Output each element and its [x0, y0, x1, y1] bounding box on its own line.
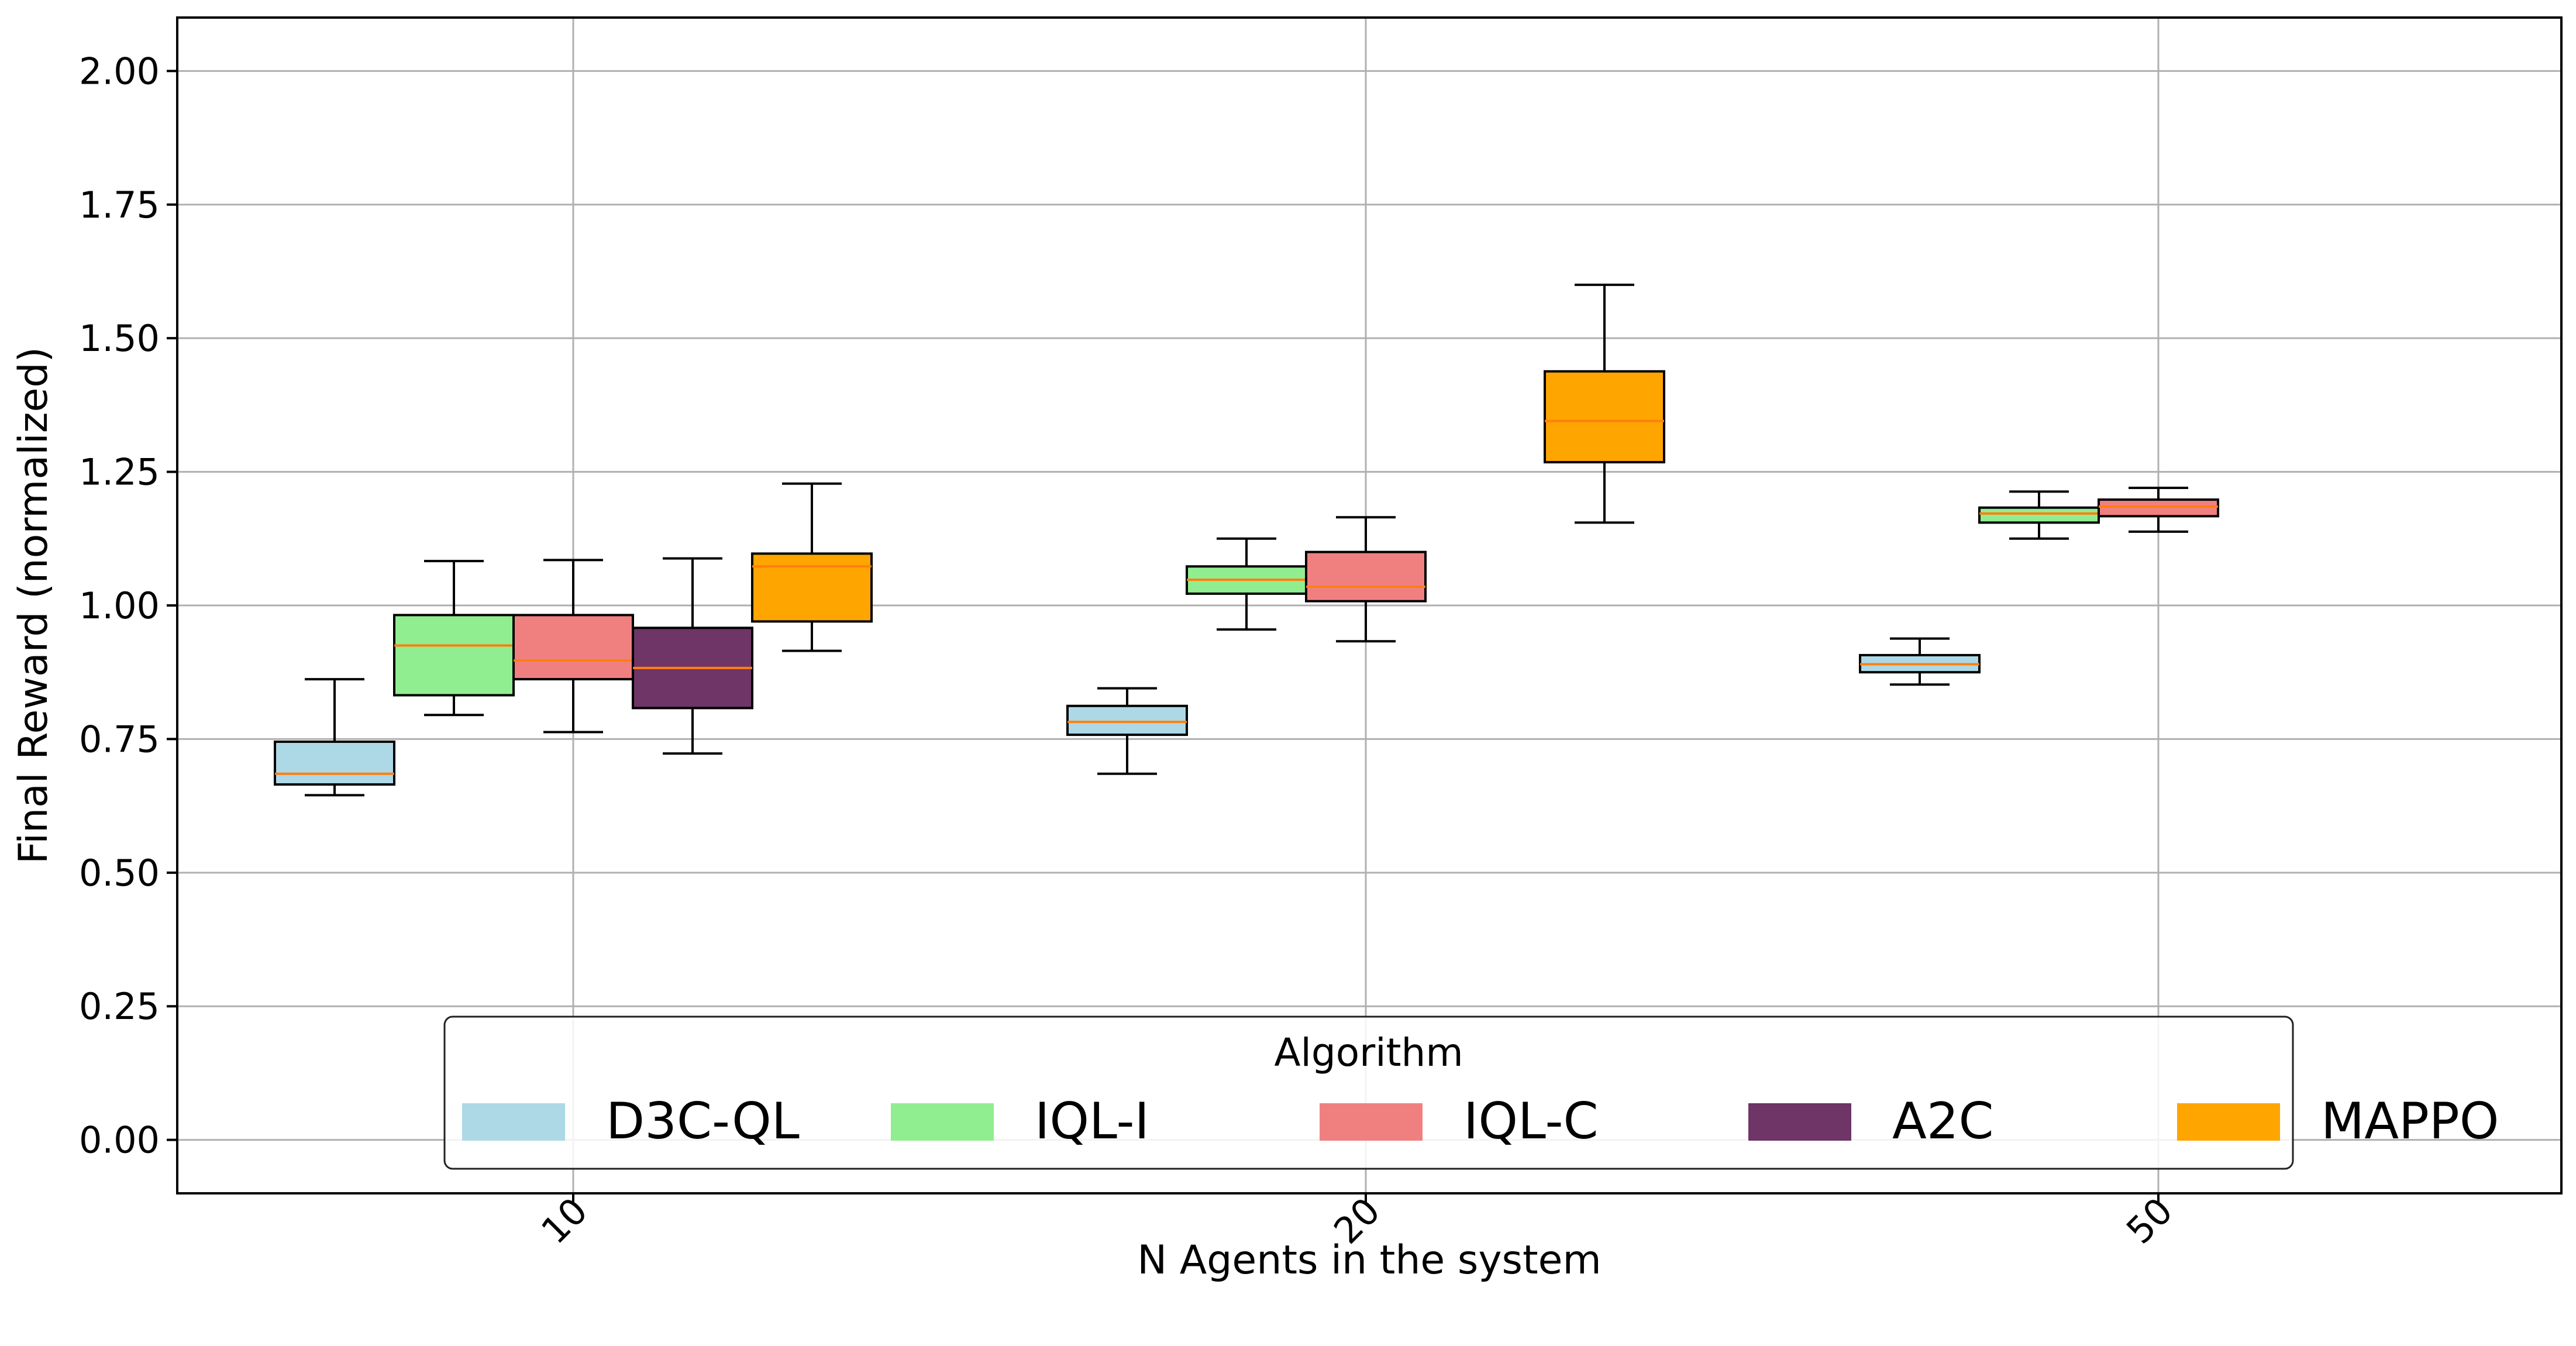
y-axis-label: Final Reward (normalized): [11, 347, 57, 864]
box-d3c-ql-50: [1859, 637, 1981, 686]
y-tick-label: 2.00: [79, 50, 160, 92]
legend-swatch: [891, 1103, 994, 1141]
legend-entry-d3c-ql: D3C-QL: [462, 1092, 800, 1151]
box-iql-i-20: [1186, 537, 1307, 631]
legend-label: A2C: [1892, 1092, 1994, 1151]
box-d3c-ql-10: [274, 678, 395, 797]
y-tick-label: 0.25: [79, 985, 160, 1028]
legend-swatch: [2177, 1103, 2280, 1141]
box-iql-c-20: [1305, 516, 1427, 643]
legend-entry-iql-i: IQL-I: [891, 1092, 1149, 1151]
box-body: [751, 552, 873, 623]
box-body: [1066, 704, 1188, 736]
legend-label: D3C-QL: [606, 1092, 800, 1151]
box-iql-i-50: [1978, 490, 2100, 540]
y-tick-label: 1.50: [79, 317, 160, 360]
legend-entry-a2c: A2C: [1748, 1092, 1994, 1151]
legend-label: MAPPO: [2321, 1092, 2499, 1151]
legend-swatch: [462, 1103, 565, 1141]
box-d3c-ql-20: [1066, 687, 1188, 775]
legend-label: IQL-I: [1035, 1092, 1149, 1151]
x-tick-label: 50: [2118, 1189, 2181, 1252]
grid-layer: [177, 18, 2561, 1193]
box-iql-c-50: [2098, 487, 2219, 533]
box-body: [1544, 370, 1665, 464]
x-tick-label: 10: [533, 1189, 595, 1252]
box-mappo-20: [1544, 283, 1665, 524]
legend-items: D3C-QL IQL-I IQL-C A2C MAPPO: [462, 1092, 2499, 1151]
y-tick-label: 1.25: [79, 451, 160, 494]
y-tick-label: 0.75: [79, 718, 160, 760]
legend: Algorithm D3C-QL IQL-I IQL-C A2C MAPPO: [443, 1015, 2499, 1170]
box-body: [393, 614, 515, 697]
y-tick-label: 1.75: [79, 184, 160, 226]
box-body: [274, 740, 395, 786]
legend-swatch: [1320, 1103, 1423, 1141]
legend-entry-mappo: MAPPO: [2177, 1092, 2499, 1151]
box-mappo-10: [751, 482, 873, 652]
legend-entry-iql-c: IQL-C: [1320, 1092, 1599, 1151]
box-body: [2098, 498, 2219, 518]
box-body: [1978, 506, 2100, 524]
legend-swatch: [1748, 1103, 1851, 1141]
y-tick-label: 1.00: [79, 584, 160, 627]
box-body: [512, 614, 634, 681]
legend-label: IQL-C: [1463, 1092, 1599, 1151]
x-axis-label: N Agents in the system: [1137, 1237, 1601, 1283]
box-layer: [274, 283, 2219, 797]
y-tick-label: 0.00: [79, 1119, 160, 1162]
legend-title: Algorithm: [1274, 1030, 1463, 1075]
box-body: [1305, 550, 1427, 603]
box-iql-i-10: [393, 560, 515, 717]
box-a2c-10: [632, 557, 753, 755]
box-iql-c-10: [512, 559, 634, 734]
y-tick-label: 0.50: [79, 852, 160, 894]
